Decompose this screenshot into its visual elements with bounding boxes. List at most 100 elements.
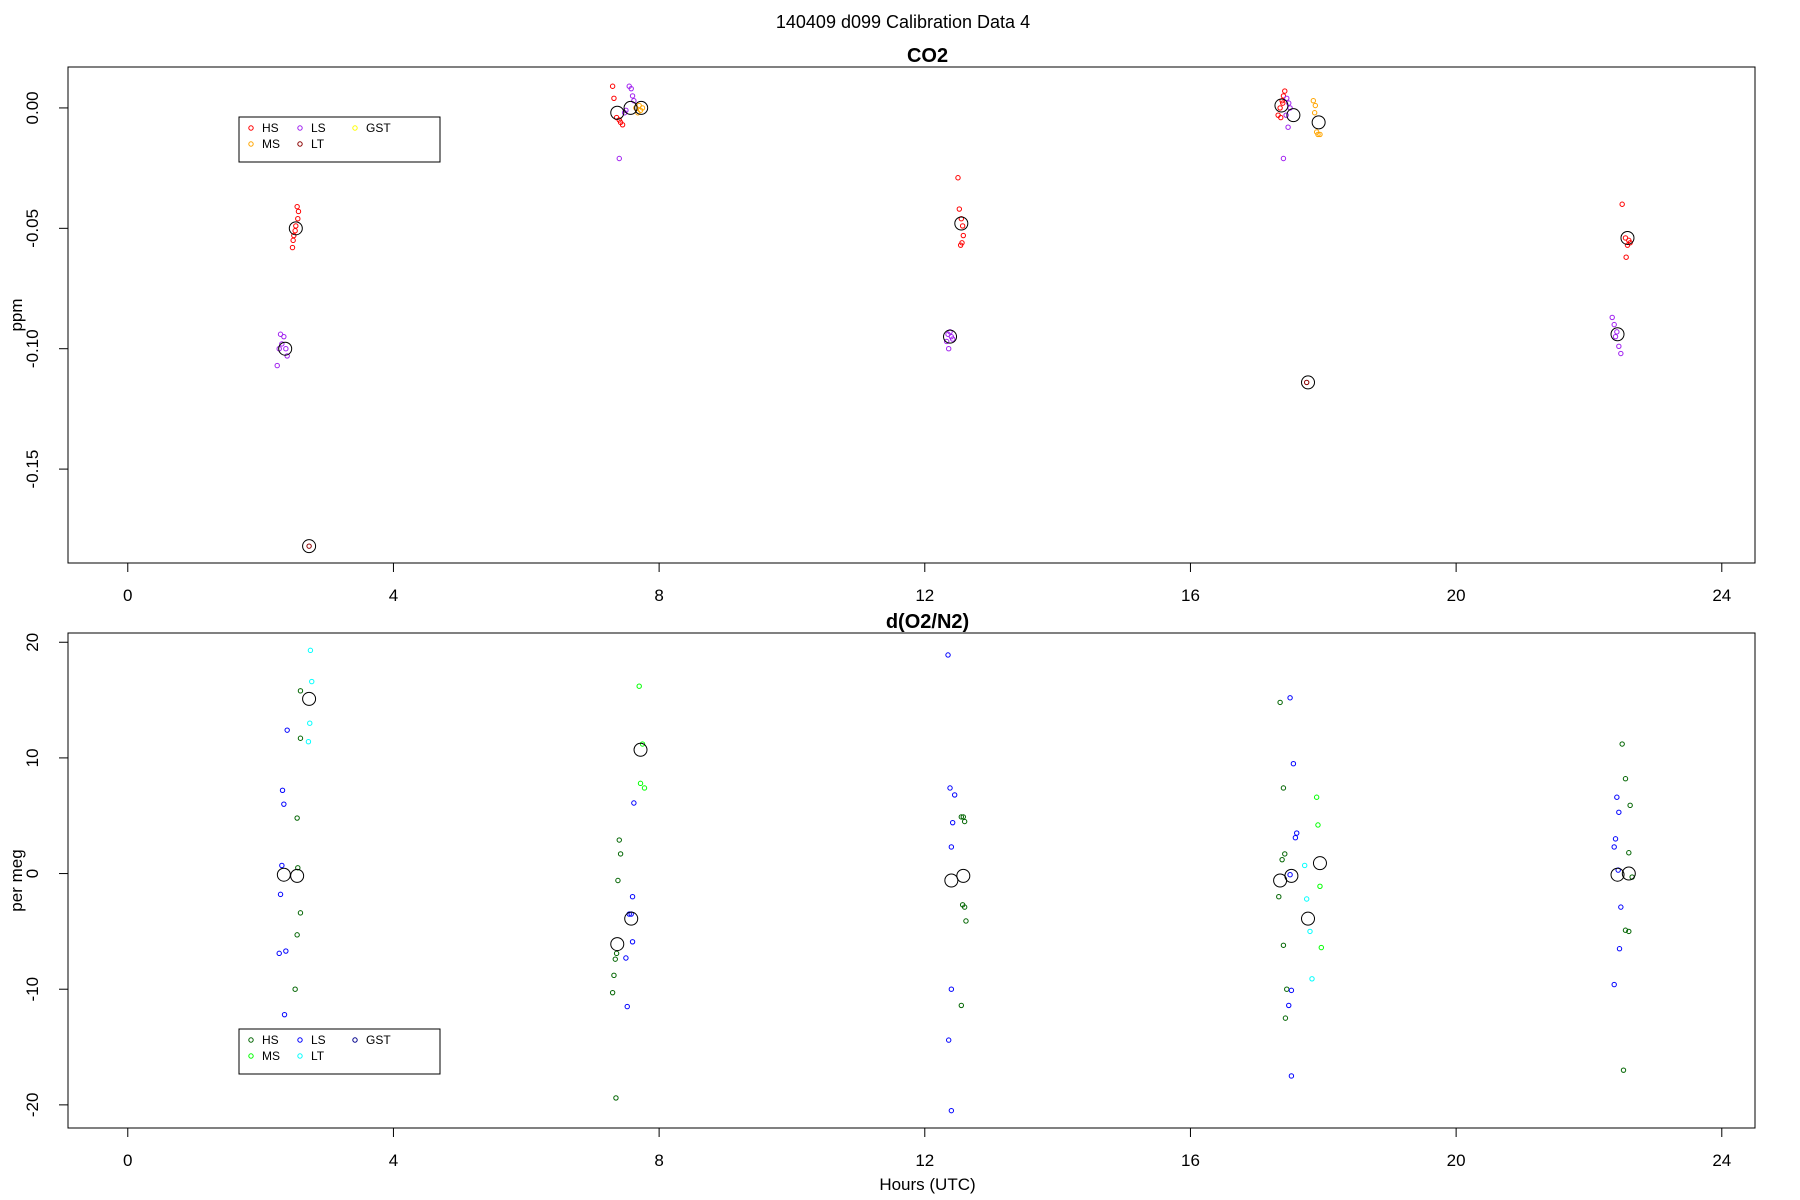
panel1-mean-marker: [1284, 868, 1299, 883]
panel1-point-ls: [1288, 987, 1295, 994]
panel0-legend-swatch-hs: [248, 125, 254, 131]
panel1-point-ls: [1616, 946, 1623, 952]
panel1-point-ls: [951, 792, 958, 798]
panel0-point-lt: [1303, 379, 1310, 386]
panel0-point-ms: [1311, 110, 1318, 116]
panel0-y-tick-label: 0.00: [23, 91, 42, 124]
panel1-point-ls: [1611, 844, 1617, 850]
panel1-x-tick-label: 20: [1447, 1151, 1466, 1170]
panel1-point-hs: [1279, 856, 1285, 863]
panel1-point-hs: [1626, 850, 1632, 856]
panel0-point-hs: [1277, 105, 1283, 111]
panel0-point-hs: [290, 237, 296, 244]
panel0-point-ls: [945, 346, 952, 352]
panel0-point-hs: [1280, 100, 1286, 106]
panel1-y-tick-label: 0: [23, 869, 42, 878]
panel0-point-ls: [1609, 314, 1615, 321]
panel1-point-ls: [1286, 1002, 1292, 1009]
panel1-point-hs: [963, 918, 969, 924]
panel1-point-ls: [629, 893, 636, 900]
panel1-y-axis-label: per meg: [7, 849, 26, 911]
co2-panel: CO2 0 4 8 12 16 20 24 0.00 -0.05 -0.10 -0.15 ppm HS LS…: [7, 45, 1756, 605]
panel0-point-ls: [1285, 124, 1291, 130]
panel0-legend-label-lt: LT: [311, 137, 325, 151]
panel0-point-hs: [958, 215, 965, 222]
panel1-mean-marker: [944, 873, 959, 888]
panel1-mean-marker: [290, 868, 305, 883]
panel0-point-ls: [616, 155, 622, 162]
panel1-point-hs: [294, 815, 300, 821]
panel1-point-hs: [960, 814, 967, 820]
panel1-mean-marker: [633, 742, 648, 757]
panel0-legend: HS LS GST MS LT: [238, 116, 441, 163]
panel0-point-ls: [1616, 343, 1622, 350]
panel1-legend-swatch-hs: [248, 1037, 254, 1043]
panel1-point-hs: [612, 956, 618, 962]
panel0-point-ls: [1280, 155, 1287, 162]
panel1-mean-marker: [956, 868, 971, 883]
panel0-point-hs: [295, 215, 301, 222]
panel1-x-tick-label: 24: [1712, 1151, 1731, 1170]
panel1-point-ls: [1611, 981, 1617, 988]
panel1-point-hs: [1282, 851, 1288, 857]
panel0-point-ls: [1614, 329, 1620, 335]
panel0-y-tick-label: -0.15: [23, 450, 42, 489]
panel0-point-ls: [949, 336, 956, 342]
panel1-legend-box: [238, 1028, 441, 1075]
panel0-point-ls: [628, 85, 634, 92]
panel0-point-ls: [274, 362, 280, 369]
panel0-point-hs: [1279, 98, 1285, 104]
panel1-point-hs: [1627, 802, 1633, 809]
panel0-point-ms: [1310, 98, 1317, 104]
panel0-legend-swatch-gst: [352, 125, 358, 131]
panel1-point-ls: [281, 801, 287, 807]
panel1-point-hs: [616, 837, 622, 843]
panel0-point-ms: [639, 105, 646, 111]
panel0-mean-marker: [610, 105, 625, 120]
panel1-point-ls: [945, 1037, 952, 1043]
panel1-legend-label-ms: MS: [262, 1049, 280, 1063]
panel1-point-lt: [1301, 862, 1308, 869]
panel1-point-ls: [624, 1003, 630, 1010]
panel0-point-hs: [1278, 114, 1284, 121]
panel1-point-ms: [641, 785, 648, 791]
panel1-point-lt: [1309, 976, 1315, 982]
panel1-point-ls: [284, 727, 290, 733]
panel1-point-ms: [639, 741, 646, 747]
panel1-y-tick-label: -10: [23, 977, 42, 1002]
panel1-point-hs: [1280, 942, 1287, 948]
panel1-x-tick-label: 0: [123, 1151, 132, 1170]
panel0-x-tick-label: 12: [915, 586, 934, 605]
panel1-point-hs: [295, 865, 301, 871]
panel1-mean-marker: [302, 691, 317, 706]
panel1-point-hs: [1284, 986, 1290, 992]
panel1-point-hs: [611, 972, 617, 979]
panel1-point-lt: [1303, 896, 1310, 902]
panel0-point-ms: [635, 110, 641, 116]
panel1-point-ls: [1292, 835, 1299, 841]
panel0-point-hs: [611, 95, 617, 102]
panel1-point-ls: [631, 800, 637, 806]
panel0-point-hs: [609, 83, 616, 89]
panel0-point-ls: [279, 341, 285, 347]
panel1-point-ls: [1614, 794, 1620, 800]
panel1-point-ls: [948, 986, 955, 992]
panel1-point-ls: [1612, 836, 1619, 842]
panel0-point-hs: [293, 223, 299, 229]
panel1-point-lt: [307, 720, 313, 726]
panel0-point-ls: [1611, 321, 1617, 328]
panel1-point-hs: [292, 986, 298, 992]
panel0-legend-label-ls: LS: [311, 121, 326, 135]
panel1-x-axis-label: Hours (UTC): [879, 1175, 975, 1194]
panel1-point-ls: [1618, 904, 1624, 910]
panel0-x-tick-label: 24: [1712, 586, 1731, 605]
panel1-point-ls: [945, 652, 951, 658]
panel1-legend-label-hs: HS: [262, 1033, 279, 1047]
panel1-legend-label-lt: LT: [311, 1049, 325, 1063]
panel1-x-tick-label: 4: [389, 1151, 398, 1170]
panel0-legend-label-hs: HS: [262, 121, 279, 135]
panel0-legend-swatch-ls: [297, 125, 303, 131]
panel1-point-ls: [1287, 695, 1293, 701]
panel0-mean-marker: [1301, 375, 1316, 390]
